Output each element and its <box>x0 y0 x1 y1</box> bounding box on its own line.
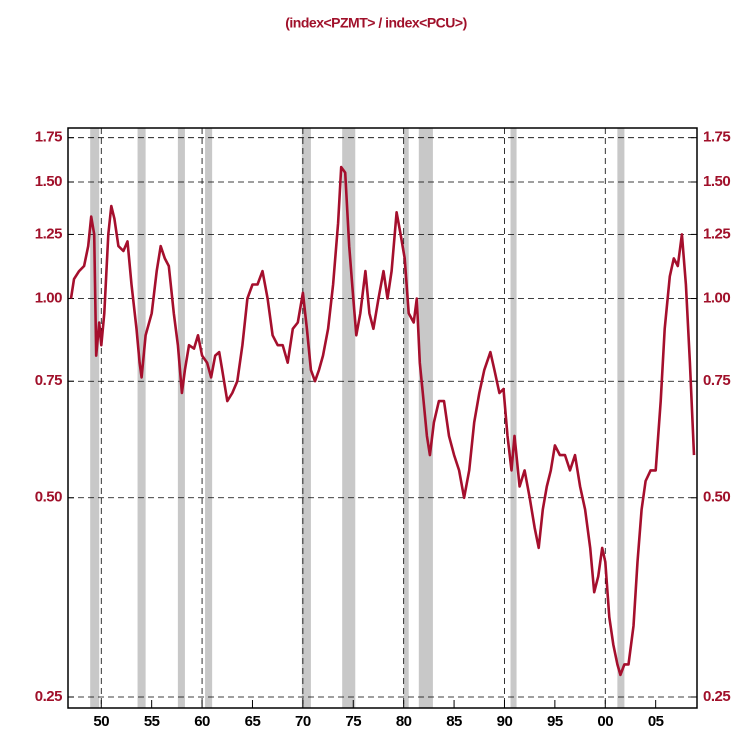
recession-band <box>90 128 100 708</box>
recession-band <box>137 128 146 708</box>
y-tick-label: 1.75 <box>35 129 62 146</box>
y-tick-label: 1.25 <box>35 225 62 242</box>
x-tick-label: 85 <box>446 713 462 730</box>
recession-band <box>301 128 311 708</box>
y2-tick-label: 1.00 <box>703 290 730 307</box>
y-tick-label: 1.50 <box>35 173 62 190</box>
data-line <box>69 165 696 677</box>
x-tick-label: 70 <box>295 713 311 730</box>
y-tick-label: 0.75 <box>35 372 62 389</box>
y2-tick-label: 0.25 <box>703 688 730 705</box>
x-tick-label: 05 <box>648 713 664 730</box>
y2-tick-label: 0.50 <box>703 489 730 506</box>
x-tick-label: 95 <box>547 713 563 730</box>
y2-tick-label: 1.75 <box>703 129 730 146</box>
y-tick-label: 1.00 <box>35 290 62 307</box>
recession-band <box>617 128 625 708</box>
recession-band <box>177 128 185 708</box>
y2-tick-label: 0.75 <box>703 372 730 389</box>
x-tick-label: 80 <box>396 713 412 730</box>
x-tick-label: 55 <box>144 713 160 730</box>
chart-title: (index<PZMT> / index<PCU>) <box>285 15 467 31</box>
x-tick-label: 50 <box>93 713 109 730</box>
recession-band <box>205 128 213 708</box>
x-tick-label: 75 <box>345 713 361 730</box>
y-tick-label: 0.25 <box>35 688 62 705</box>
y2-tick-label: 1.25 <box>703 225 730 242</box>
x-tick-label: 60 <box>194 713 210 730</box>
recession-band <box>403 128 409 708</box>
x-tick-label: 90 <box>497 713 513 730</box>
y-tick-label: 0.50 <box>35 489 62 506</box>
y2-tick-label: 1.50 <box>703 173 730 190</box>
x-tick-label: 00 <box>597 713 613 730</box>
plot-frame <box>67 127 698 709</box>
x-tick-label: 65 <box>245 713 261 730</box>
recession-band <box>510 128 517 708</box>
